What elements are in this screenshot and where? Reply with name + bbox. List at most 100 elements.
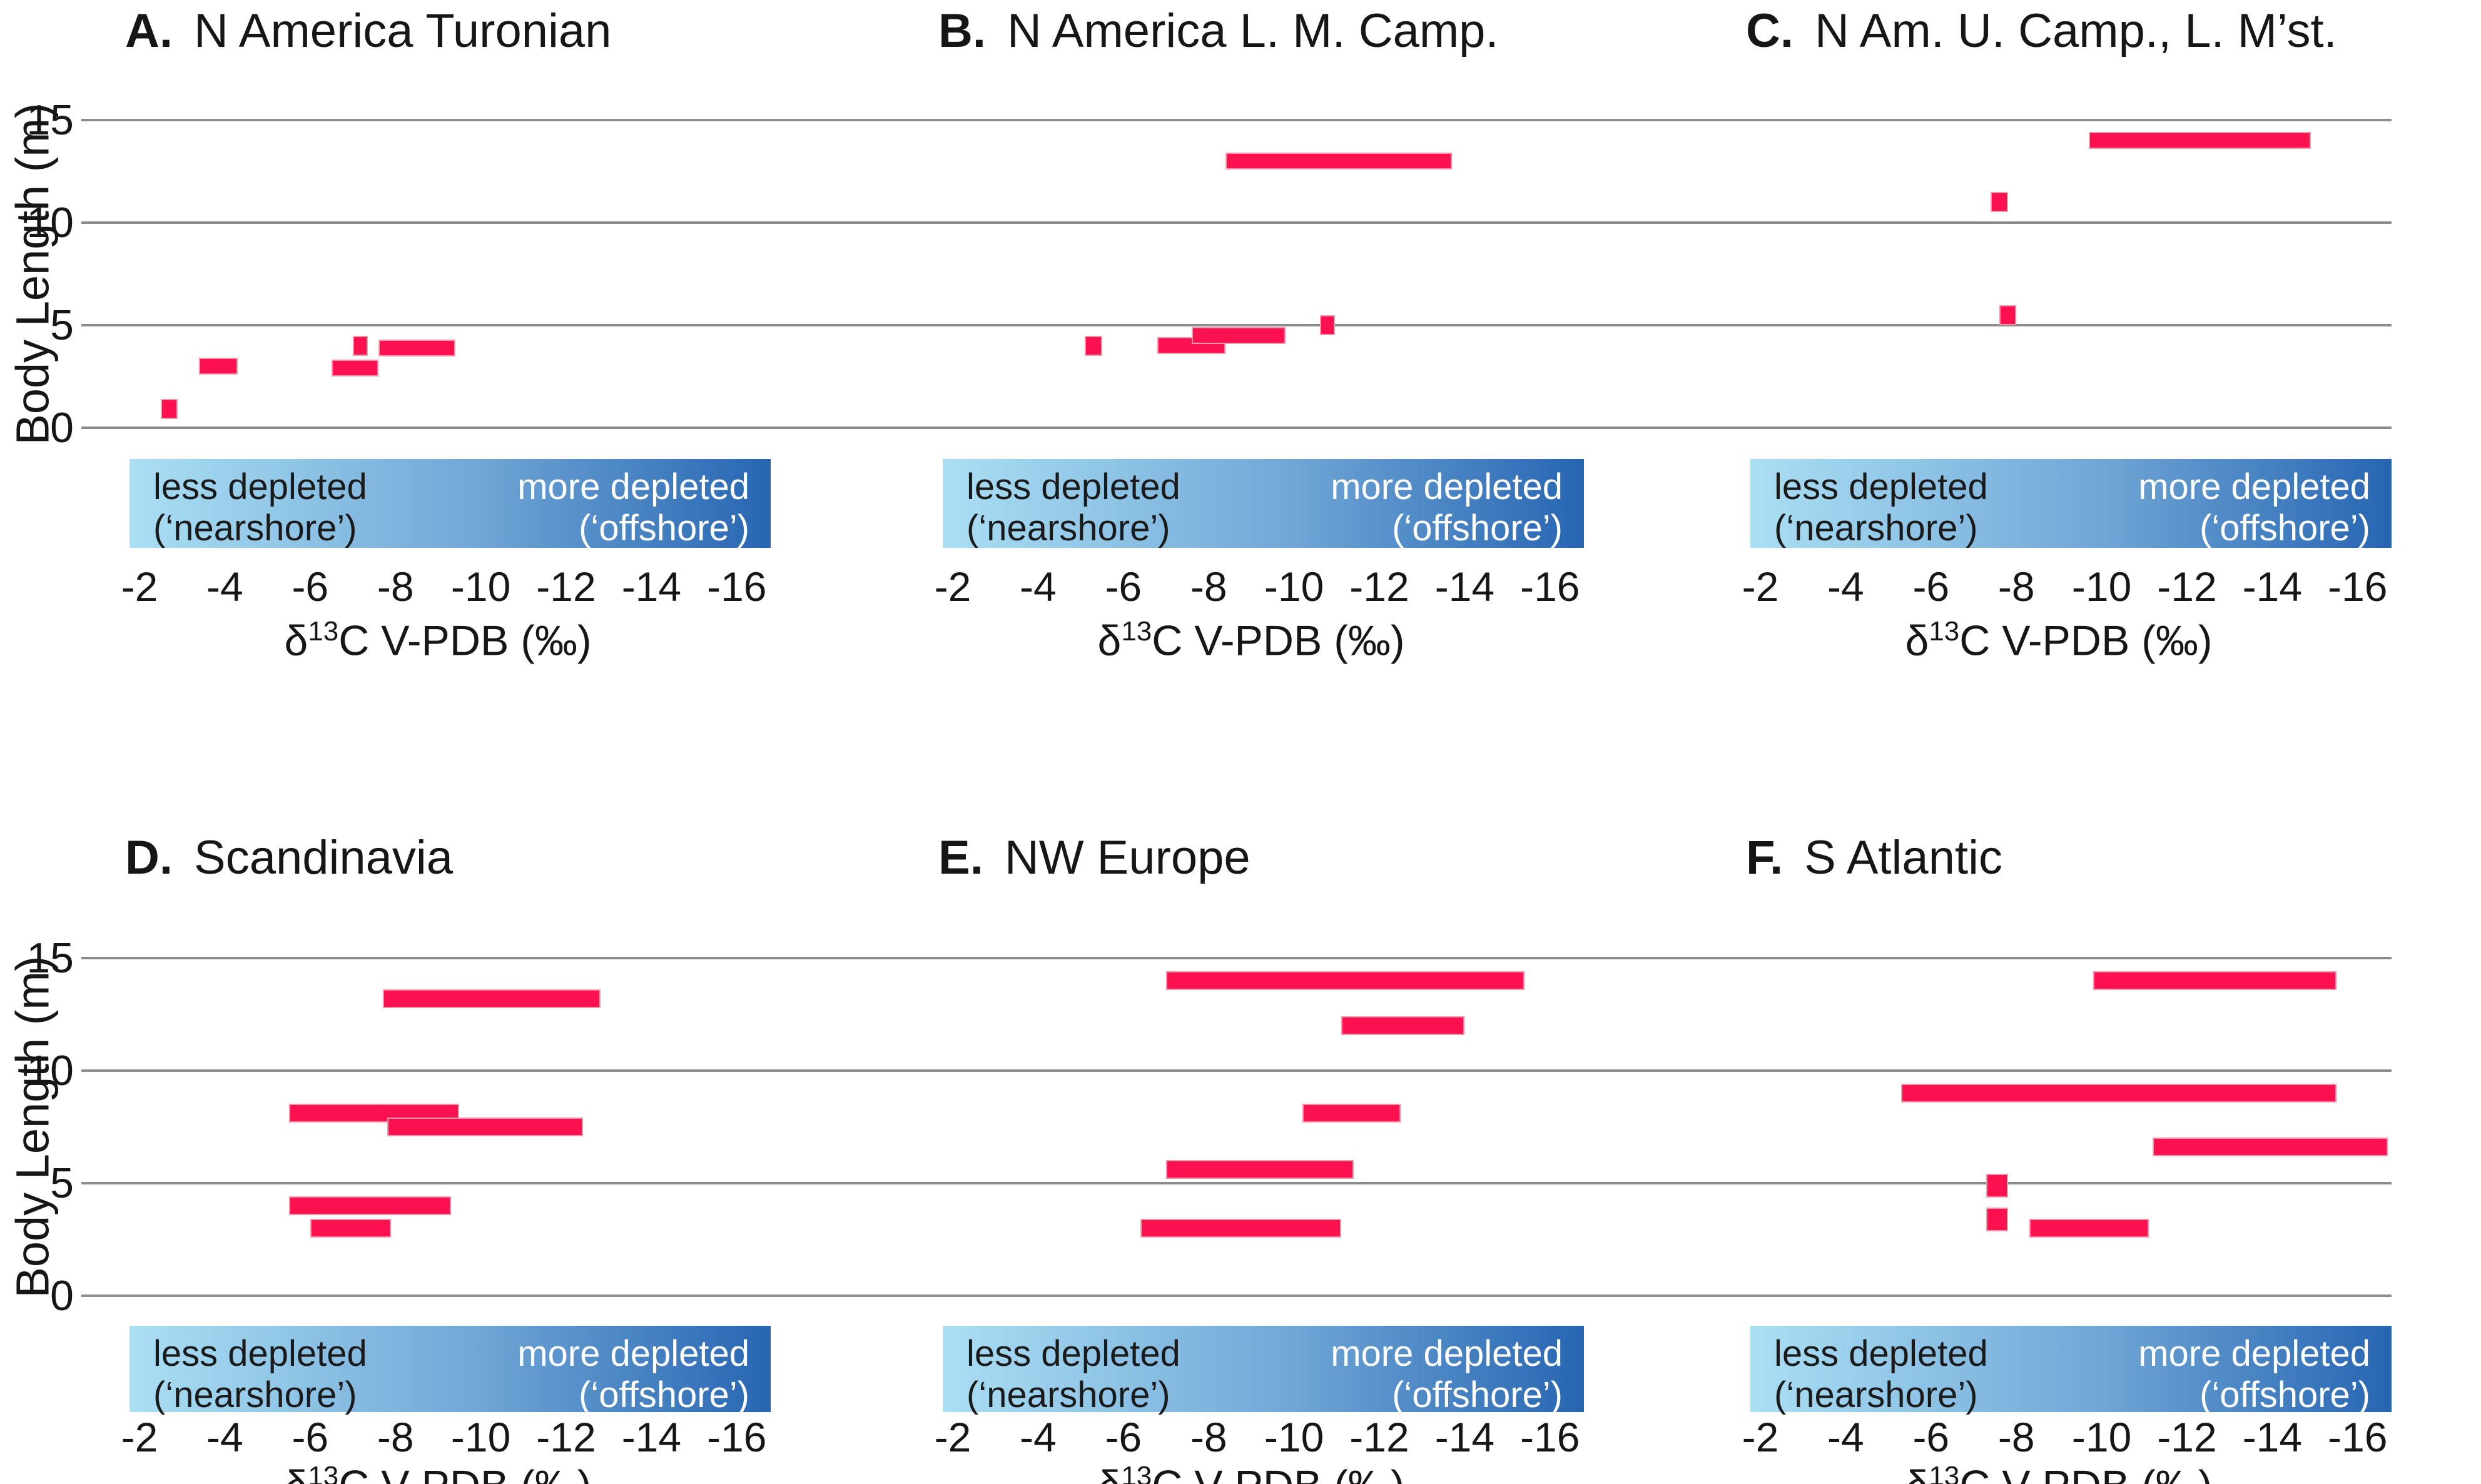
x-axis-title-isotope-number: 13	[1121, 616, 1152, 647]
gradient-label-nearshore-line1: less depleted	[1774, 1333, 1988, 1374]
x-tick-label: -14	[2242, 1414, 2303, 1460]
panel-title-text: N America Turonian	[194, 4, 612, 58]
gradient-label-offshore-line1: more depleted	[2138, 467, 2370, 507]
data-bar	[1166, 971, 1525, 990]
x-axis-title-isotope-number: 13	[1929, 1461, 1960, 1484]
x-tick-label: -2	[934, 1414, 972, 1460]
x-tick-label: -8	[377, 1414, 414, 1460]
x-axis-title: δ13C V-PDB (‰)	[1001, 616, 1501, 665]
data-bar	[387, 1118, 584, 1136]
x-axis-title-units: C V-PDB (‰)	[1152, 1462, 1404, 1484]
x-tick-label: -16	[707, 563, 767, 610]
gradient-label-nearshore-line2: (‘nearshore’)	[153, 1375, 357, 1415]
data-point	[353, 335, 368, 356]
data-bar	[1140, 1219, 1341, 1238]
x-tick-label: -4	[206, 1414, 243, 1460]
data-bar	[1191, 326, 1286, 344]
x-axis-title-delta: δ	[1097, 1462, 1121, 1484]
y-tick-label: 5	[50, 1159, 74, 1207]
panel-title-text: NW Europe	[1004, 831, 1251, 884]
gradient-label-offshore-line1: more depleted	[1331, 1333, 1563, 1374]
x-tick-label: -10	[450, 563, 511, 610]
depletion-gradient-bar: less depleted (‘nearshore’) more depleted(…	[129, 459, 771, 548]
x-tick-label: -8	[1997, 1414, 2035, 1460]
data-bar	[382, 989, 601, 1008]
x-axis-title-delta: δ	[1905, 1462, 1929, 1484]
data-point	[1319, 315, 1335, 335]
x-tick-label: -16	[707, 1414, 767, 1460]
data-bar	[2089, 132, 2311, 149]
y-tick-label: 5	[50, 301, 74, 349]
x-tick-label: -14	[621, 563, 682, 610]
x-axis-title-units: C V-PDB (‰)	[1959, 1462, 2212, 1484]
panel-title-text: N Am. U. Camp., L. M’st.	[1815, 4, 2337, 58]
panel-letter-A: A.	[125, 4, 173, 58]
x-tick-label: -4	[1020, 1414, 1057, 1460]
gradient-label-nearshore-line1: less depleted	[153, 467, 367, 507]
x-tick-label: -16	[2328, 563, 2388, 610]
data-bar	[2093, 971, 2336, 990]
x-axis-title-units: C V-PDB (‰)	[1152, 617, 1405, 665]
data-bar	[2153, 1138, 2388, 1157]
data-bar	[199, 358, 238, 375]
x-axis-title-units: C V-PDB (‰)	[338, 1462, 591, 1484]
x-tick-label: -4	[206, 563, 243, 610]
x-tick-label: -10	[1264, 563, 1324, 610]
data-point	[1991, 192, 2008, 213]
x-tick-label: -6	[292, 563, 329, 610]
gridline-10m-row1	[81, 221, 2392, 224]
x-axis-title-isotope-number: 13	[308, 616, 339, 647]
x-tick-label: -2	[121, 563, 158, 610]
x-tick-label: -16	[2328, 1414, 2388, 1460]
x-tick-label: -4	[1020, 563, 1057, 610]
x-tick-label: -10	[2071, 1414, 2132, 1460]
gradient-label-offshore: more depleted (‘offshore’)	[2138, 1333, 2370, 1416]
x-tick-label: -8	[377, 563, 414, 610]
gradient-label-nearshore-line1: less depleted	[967, 1333, 1180, 1374]
data-bar	[1225, 153, 1452, 170]
gradient-label-nearshore-line1: less depleted	[153, 1333, 367, 1374]
x-axis-title: δ13C V-PDB (‰)	[1001, 1461, 1501, 1484]
x-tick-label: -6	[292, 1414, 329, 1460]
x-axis-title: δ13C V-PDB (‰)	[188, 1461, 688, 1484]
data-point	[1999, 305, 2017, 325]
x-tick-label: -10	[2071, 563, 2132, 610]
data-point	[1986, 1173, 2008, 1198]
y-axis-label-row2: Body Length (m)	[6, 956, 59, 1298]
panel-title-text: Scandinavia	[194, 831, 454, 884]
x-tick-label: -14	[621, 1414, 682, 1460]
x-tick-label: -10	[1264, 1414, 1324, 1460]
x-axis-title-units: C V-PDB (‰)	[1959, 617, 2213, 665]
gradient-label-offshore-line2: (‘offshore’)	[2199, 1375, 2370, 1415]
x-tick-label: -6	[1912, 563, 1950, 610]
gradient-label-offshore-line1: more depleted	[1331, 467, 1563, 507]
gradient-label-nearshore-line2: (‘nearshore’)	[967, 508, 1170, 548]
panel-title-E: E. NW Europe	[938, 830, 1251, 885]
x-tick-label: -12	[2157, 563, 2217, 610]
gradient-label-offshore-line1: more depleted	[517, 1333, 749, 1374]
data-point	[1085, 335, 1102, 356]
panel-title-D: D. Scandinavia	[125, 830, 453, 885]
panel-letter-B: B.	[938, 4, 986, 58]
x-tick-label: -2	[1742, 1414, 1779, 1460]
gradient-label-offshore: more depleted (‘offshore’)	[517, 1333, 749, 1416]
x-axis-title-delta: δ	[284, 1462, 308, 1484]
gridline-10m-row2	[81, 1069, 2392, 1072]
gradient-label-offshore-line2: (‘offshore’)	[579, 1375, 749, 1415]
panel-letter-C: C.	[1746, 4, 1794, 58]
gradient-label-nearshore-line1: less depleted	[967, 467, 1180, 507]
gradient-label-offshore: more depleted (‘offshore’)	[517, 467, 749, 549]
panel-letter-F: F.	[1746, 831, 1783, 884]
x-tick-label: -6	[1912, 1414, 1950, 1460]
gradient-label-offshore-line1: more depleted	[2138, 1333, 2370, 1374]
panel-letter-E: E.	[938, 831, 983, 884]
y-axis-label-row1: Body Length (m)	[6, 103, 59, 445]
gridline-0m-row2	[81, 1295, 2392, 1297]
y-tick-label: 0	[50, 404, 74, 452]
gradient-label-offshore-line2: (‘offshore’)	[1392, 1375, 1563, 1415]
x-tick-label: -2	[121, 1414, 158, 1460]
depletion-gradient-bar: less depleted (‘nearshore’) more depleted(…	[129, 1326, 771, 1415]
x-tick-label: -2	[934, 563, 972, 610]
gradient-label-offshore-line2: (‘offshore’)	[1392, 508, 1563, 548]
x-tick-label: -10	[450, 1414, 511, 1460]
